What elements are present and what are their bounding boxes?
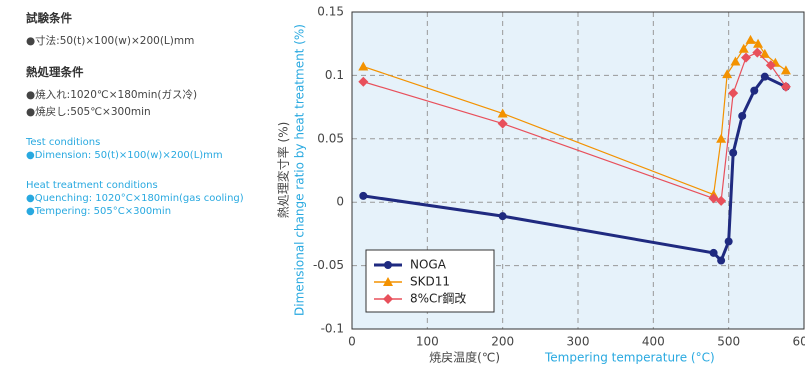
y-tick-label: 0 [336, 195, 344, 209]
jp-test-title: 試験条件 [26, 11, 72, 25]
x-tick-label: 400 [642, 335, 665, 349]
marker [717, 256, 726, 265]
marker [358, 61, 369, 71]
series-line [363, 74, 787, 264]
x-tick-label: 100 [416, 335, 439, 349]
marker [745, 34, 756, 44]
marker [740, 52, 751, 63]
en-heat-line: ●Quenching: 1020°C×180min(gas cooling) [26, 193, 244, 204]
en-heat-title: Heat treatment conditions [26, 180, 158, 191]
marker [760, 72, 769, 81]
marker [752, 47, 763, 58]
jp-heat-title: 熱処理条件 [26, 65, 84, 79]
marker [498, 212, 507, 221]
marker [358, 76, 369, 87]
marker [765, 60, 776, 71]
legend-label: NOGA [410, 258, 447, 272]
marker [730, 56, 741, 66]
marker [722, 69, 733, 79]
en-heat-line: ●Tempering: 505°C×300min [26, 206, 172, 217]
en-test-title: Test conditions [26, 137, 101, 148]
legend-label: SKD11 [410, 275, 450, 289]
marker [708, 193, 719, 204]
y-tick-label: -0.1 [321, 322, 344, 336]
marker [780, 81, 791, 92]
marker [716, 133, 727, 143]
jp-heat-line: ●焼入れ:1020℃×180min(ガス冷) [26, 89, 198, 101]
x-tick-label: 0 [348, 335, 356, 349]
x-axis-title: 焼戻温度(℃) [429, 350, 500, 365]
marker [383, 277, 393, 286]
marker [753, 38, 764, 48]
marker [384, 261, 392, 269]
x-tick-label: 600 [793, 335, 805, 349]
marker [383, 294, 393, 304]
jp-test-line: ●寸法:50(t)×100(w)×200(L)mm [26, 35, 195, 47]
jp-heat-line: ●焼戻し:505℃×300min [26, 106, 151, 118]
marker [497, 108, 508, 118]
legend-label: 8%Cr鋼改 [410, 292, 466, 306]
marker [750, 86, 759, 95]
y-tick-label: -0.05 [313, 258, 344, 272]
en-test-line: ●Dimension: 50(t)×100(w)×200(L)mm [26, 150, 223, 161]
y-tick-label: 0.05 [317, 131, 344, 145]
marker [759, 48, 770, 58]
marker [729, 148, 738, 157]
y-tick-label: 0.1 [325, 68, 344, 82]
marker [709, 248, 718, 257]
marker [728, 88, 739, 99]
marker [716, 195, 727, 206]
marker [724, 237, 733, 246]
plot-frame [351, 11, 805, 330]
marker [359, 191, 368, 200]
marker [497, 118, 508, 129]
x-axis-title-en: Tempering temperature (°C) [544, 351, 715, 365]
y-axis-title: 熱処理変寸率 (%) [276, 122, 291, 219]
marker [780, 65, 791, 75]
marker [738, 43, 749, 53]
marker [738, 111, 747, 120]
y-tick-label: 0.15 [317, 5, 344, 19]
x-tick-label: 200 [491, 335, 514, 349]
x-tick-label: 500 [717, 335, 740, 349]
y-axis-title-en: Dimensional change ratio by heat treatme… [293, 24, 307, 316]
x-tick-label: 300 [567, 335, 590, 349]
